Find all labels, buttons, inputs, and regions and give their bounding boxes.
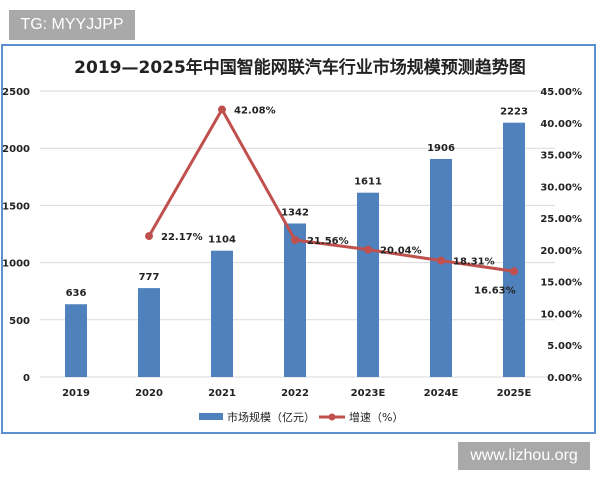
bar [211,250,233,377]
x-axis-tick: 2023E [351,388,386,399]
bar [65,304,87,377]
right-axis-tick: 10.00% [540,309,582,320]
x-axis-tick: 2025E [497,388,532,399]
growth-point [510,267,518,276]
growth-point [364,245,372,254]
x-axis-tick: 2022 [281,388,309,399]
growth-point [218,105,226,114]
legend-bar-swatch [199,413,223,420]
bar [430,158,452,377]
watermark-badge-tg: TG: MYYJJPP [9,10,135,40]
bar-label: 777 [139,272,160,283]
right-axis-tick: 30.00% [540,182,582,193]
right-axis-tick: 5.00% [547,341,582,352]
x-axis-tick: 2024E [424,388,459,399]
bar-label: 1906 [427,143,455,154]
legend-line-marker [328,413,336,421]
left-axis-tick: 2000 [2,144,30,155]
right-axis-tick: 20.00% [540,246,582,257]
x-axis-tick: 2019 [62,388,90,399]
right-axis-tick: 35.00% [540,151,582,162]
bar [357,192,379,377]
growth-label: 16.63% [474,285,516,296]
bar-label: 1342 [281,207,309,218]
right-axis-tick: 0.00% [547,373,582,384]
legend-line-label: 增速（%） [349,410,403,424]
chart-title: 2019—2025年中国智能网联汽车行业市场规模预测趋势图 [74,57,526,78]
growth-label: 18.31% [453,257,495,268]
growth-line [147,106,515,273]
left-axis-tick: 500 [9,316,30,327]
x-axis-tick: 2020 [135,388,163,399]
growth-point [145,232,153,241]
left-axis-tick: 0 [23,373,30,384]
right-axis-tick: 45.00% [540,87,582,98]
bar [138,288,160,377]
growth-label: 22.17% [161,232,203,243]
right-axis-tick: 15.00% [540,278,582,289]
right-axis-tick: 25.00% [540,214,582,225]
watermark-badge-site: www.lizhou.org [458,442,590,470]
left-axis-tick: 1500 [2,201,30,212]
growth-point [437,256,445,265]
bar [503,122,525,377]
growth-label: 21.56% [307,236,349,247]
growth-label: 20.04% [380,246,422,257]
growth-label: 42.08% [234,106,276,117]
bar-label: 1104 [208,235,236,246]
bar-label: 2223 [500,107,528,118]
right-axis-tick: 40.00% [540,119,582,130]
x-axis-tick: 2021 [208,388,236,399]
legend-bar-label: 市场规模（亿元） [227,410,315,424]
left-axis-tick: 1000 [2,259,30,270]
left-axis-tick: 2500 [2,87,30,98]
bar-label: 1611 [354,177,382,188]
bar-label: 636 [66,288,87,299]
growth-point [291,235,299,244]
bar [284,223,306,377]
